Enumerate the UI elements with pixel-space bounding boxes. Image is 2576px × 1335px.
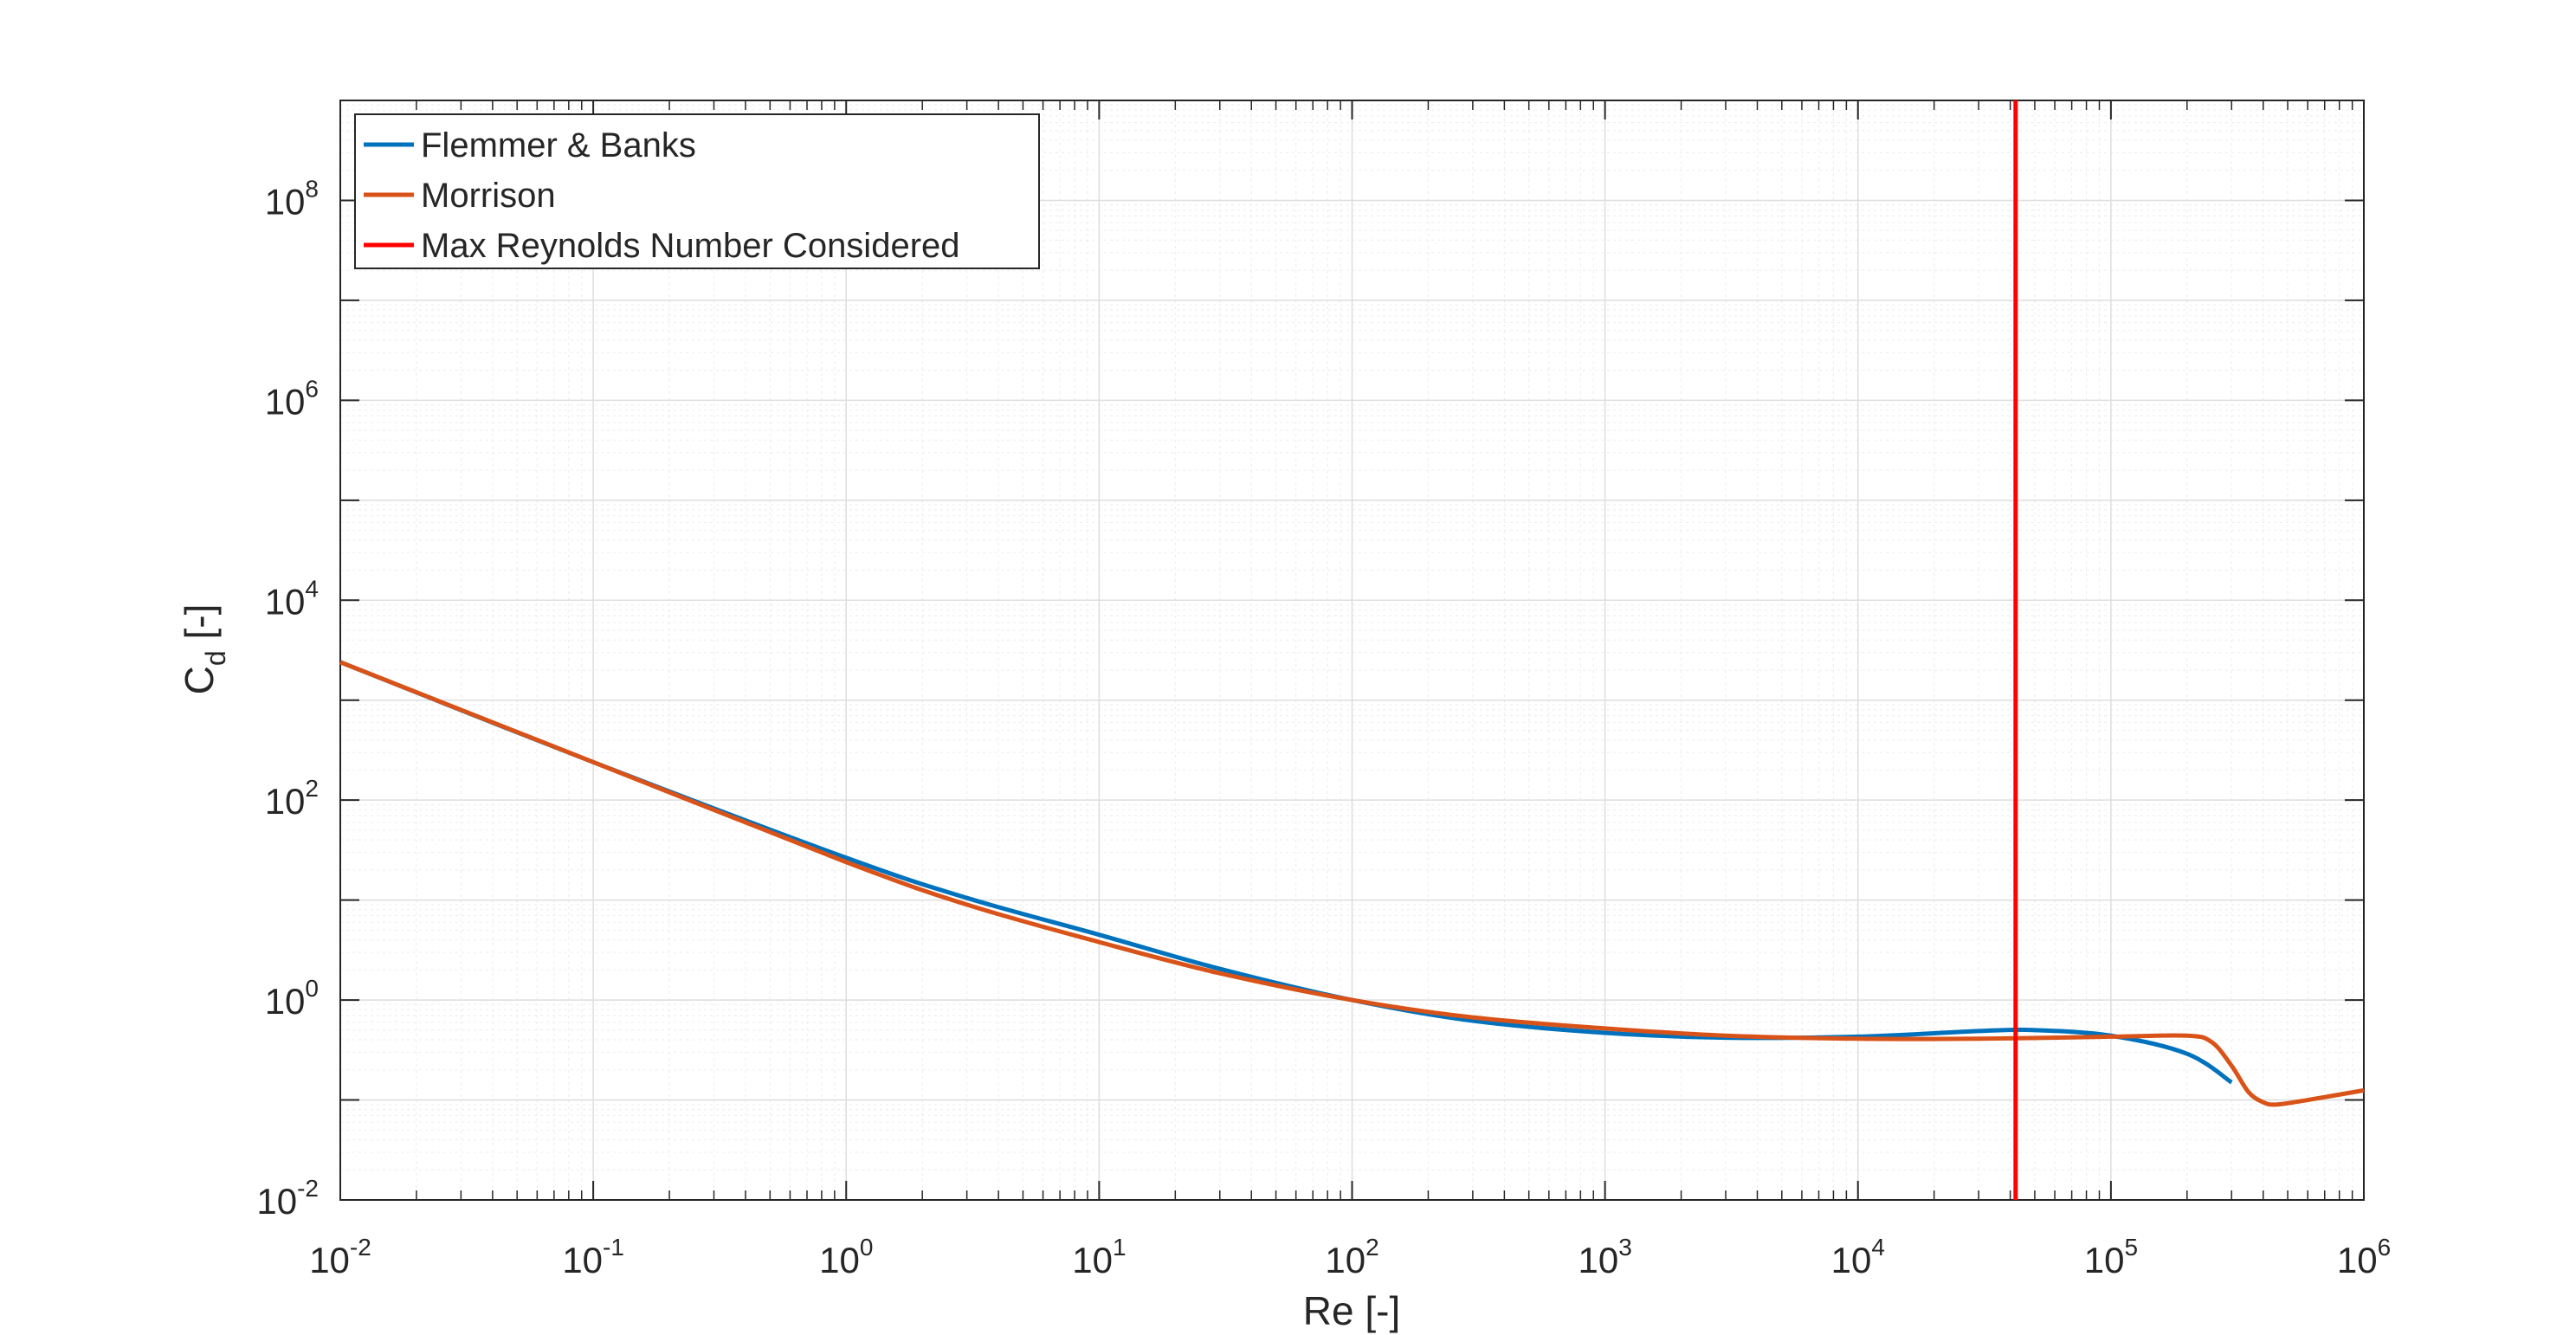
y-axis-label-suffix: [-] <box>177 604 222 651</box>
x-tick-label: 105 <box>2084 1234 2138 1280</box>
y-axis-label-main: C <box>177 666 222 694</box>
x-tick-label: 100 <box>819 1234 873 1280</box>
y-tick-labels: 10-2 100 102 104 106 108 <box>256 175 319 1222</box>
x-tick-labels: 10-2 10-1 100 101 102 103 104 105 106 <box>309 1234 2391 1280</box>
y-tick-label: 104 <box>265 575 319 622</box>
x-tick-label: 10-1 <box>562 1234 624 1280</box>
x-tick-label: 10-2 <box>309 1234 371 1280</box>
x-tick-label: 102 <box>1325 1234 1378 1280</box>
series-layer <box>339 100 2365 1200</box>
x-tick-label: 101 <box>1072 1234 1126 1280</box>
x-tick-label: 104 <box>1831 1234 1885 1280</box>
legend-entry-max-reynolds: Max Reynolds Number Considered <box>421 227 960 265</box>
legend-entry-morrison: Morrison <box>421 177 556 215</box>
svg-text:Cd [-]: Cd [-] <box>177 604 231 695</box>
y-axis-label-subscript: d <box>200 650 231 666</box>
y-tick-label: 106 <box>265 375 319 422</box>
y-tick-label: 102 <box>265 775 319 822</box>
legend-box <box>354 113 1040 269</box>
series-line-flemmer-banks <box>339 660 2233 1085</box>
series-line-morrison <box>339 660 2365 1107</box>
axis-ticks <box>339 100 2365 1201</box>
x-tick-label: 103 <box>1578 1234 1631 1280</box>
legend: Flemmer & Banks Morrison Max Reynolds Nu… <box>354 113 1040 269</box>
x-tick-label: 106 <box>2337 1234 2391 1280</box>
legend-entry-flemmer-banks: Flemmer & Banks <box>421 126 696 164</box>
y-tick-label: 100 <box>265 975 319 1022</box>
y-tick-label: 10-2 <box>256 1175 319 1222</box>
y-tick-label: 108 <box>265 175 319 222</box>
y-axis-label: Cd [-] <box>177 604 231 695</box>
grid-minor <box>340 100 2364 1200</box>
x-axis-label: Re [-] <box>1303 1288 1400 1333</box>
